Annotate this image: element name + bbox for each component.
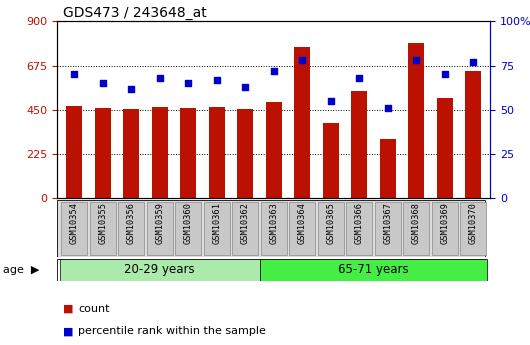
Text: 20-29 years: 20-29 years — [125, 264, 195, 276]
Point — [99, 81, 107, 86]
Point — [383, 105, 392, 111]
Text: GSM10368: GSM10368 — [412, 203, 421, 244]
Point — [412, 58, 420, 63]
Text: GSM10366: GSM10366 — [355, 203, 364, 244]
Bar — [380, 139, 395, 198]
Text: GSM10354: GSM10354 — [70, 203, 79, 244]
Text: ■: ■ — [63, 304, 73, 314]
Text: GSM10361: GSM10361 — [213, 203, 221, 244]
FancyBboxPatch shape — [61, 202, 87, 255]
Point — [326, 98, 335, 104]
Point — [213, 77, 221, 82]
Point — [184, 81, 192, 86]
Text: ■: ■ — [63, 326, 73, 336]
Text: GSM10369: GSM10369 — [440, 203, 449, 244]
Bar — [180, 108, 196, 198]
Text: GSM10360: GSM10360 — [184, 203, 193, 244]
Text: GSM10367: GSM10367 — [383, 203, 392, 244]
Bar — [66, 106, 82, 198]
FancyBboxPatch shape — [261, 202, 287, 255]
Text: GSM10362: GSM10362 — [241, 203, 250, 244]
Point — [241, 84, 250, 90]
Bar — [294, 47, 310, 198]
FancyBboxPatch shape — [260, 259, 488, 281]
Text: GDS473 / 243648_at: GDS473 / 243648_at — [63, 6, 206, 20]
Text: age  ▶: age ▶ — [3, 265, 39, 275]
FancyBboxPatch shape — [204, 202, 230, 255]
Point — [440, 72, 449, 77]
Bar — [437, 98, 453, 198]
Text: GSM10363: GSM10363 — [269, 203, 278, 244]
Text: GSM10356: GSM10356 — [127, 203, 136, 244]
Bar — [351, 91, 367, 198]
Bar — [95, 108, 111, 198]
Point — [355, 75, 364, 81]
Point — [469, 59, 478, 65]
FancyBboxPatch shape — [57, 200, 484, 257]
Bar — [323, 123, 339, 198]
Bar — [237, 109, 253, 198]
Text: GSM10365: GSM10365 — [326, 203, 335, 244]
FancyBboxPatch shape — [346, 202, 372, 255]
FancyBboxPatch shape — [375, 202, 401, 255]
Point — [298, 58, 306, 63]
Point — [269, 68, 278, 74]
Text: GSM10364: GSM10364 — [298, 203, 307, 244]
FancyBboxPatch shape — [60, 259, 260, 281]
FancyBboxPatch shape — [90, 202, 116, 255]
Text: GSM10355: GSM10355 — [99, 203, 107, 244]
Bar — [266, 102, 281, 198]
FancyBboxPatch shape — [460, 202, 486, 255]
FancyBboxPatch shape — [175, 202, 201, 255]
Bar — [408, 43, 424, 198]
Text: 65-71 years: 65-71 years — [338, 264, 409, 276]
Point — [127, 86, 136, 91]
FancyBboxPatch shape — [118, 202, 144, 255]
Text: GSM10370: GSM10370 — [469, 203, 478, 244]
Text: percentile rank within the sample: percentile rank within the sample — [78, 326, 266, 336]
Bar — [152, 107, 167, 198]
FancyBboxPatch shape — [317, 202, 344, 255]
Text: count: count — [78, 304, 110, 314]
Text: GSM10359: GSM10359 — [155, 203, 164, 244]
FancyBboxPatch shape — [232, 202, 258, 255]
FancyBboxPatch shape — [147, 202, 173, 255]
FancyBboxPatch shape — [431, 202, 458, 255]
Bar — [209, 107, 225, 198]
Bar — [465, 71, 481, 198]
FancyBboxPatch shape — [289, 202, 315, 255]
FancyBboxPatch shape — [403, 202, 429, 255]
Point — [70, 72, 78, 77]
Point — [155, 75, 164, 81]
Bar — [123, 109, 139, 198]
